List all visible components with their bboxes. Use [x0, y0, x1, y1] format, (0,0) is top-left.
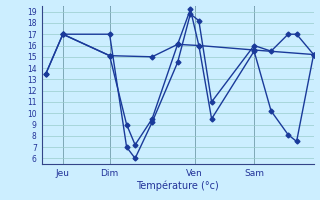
X-axis label: Température (°c): Température (°c)	[136, 181, 219, 191]
